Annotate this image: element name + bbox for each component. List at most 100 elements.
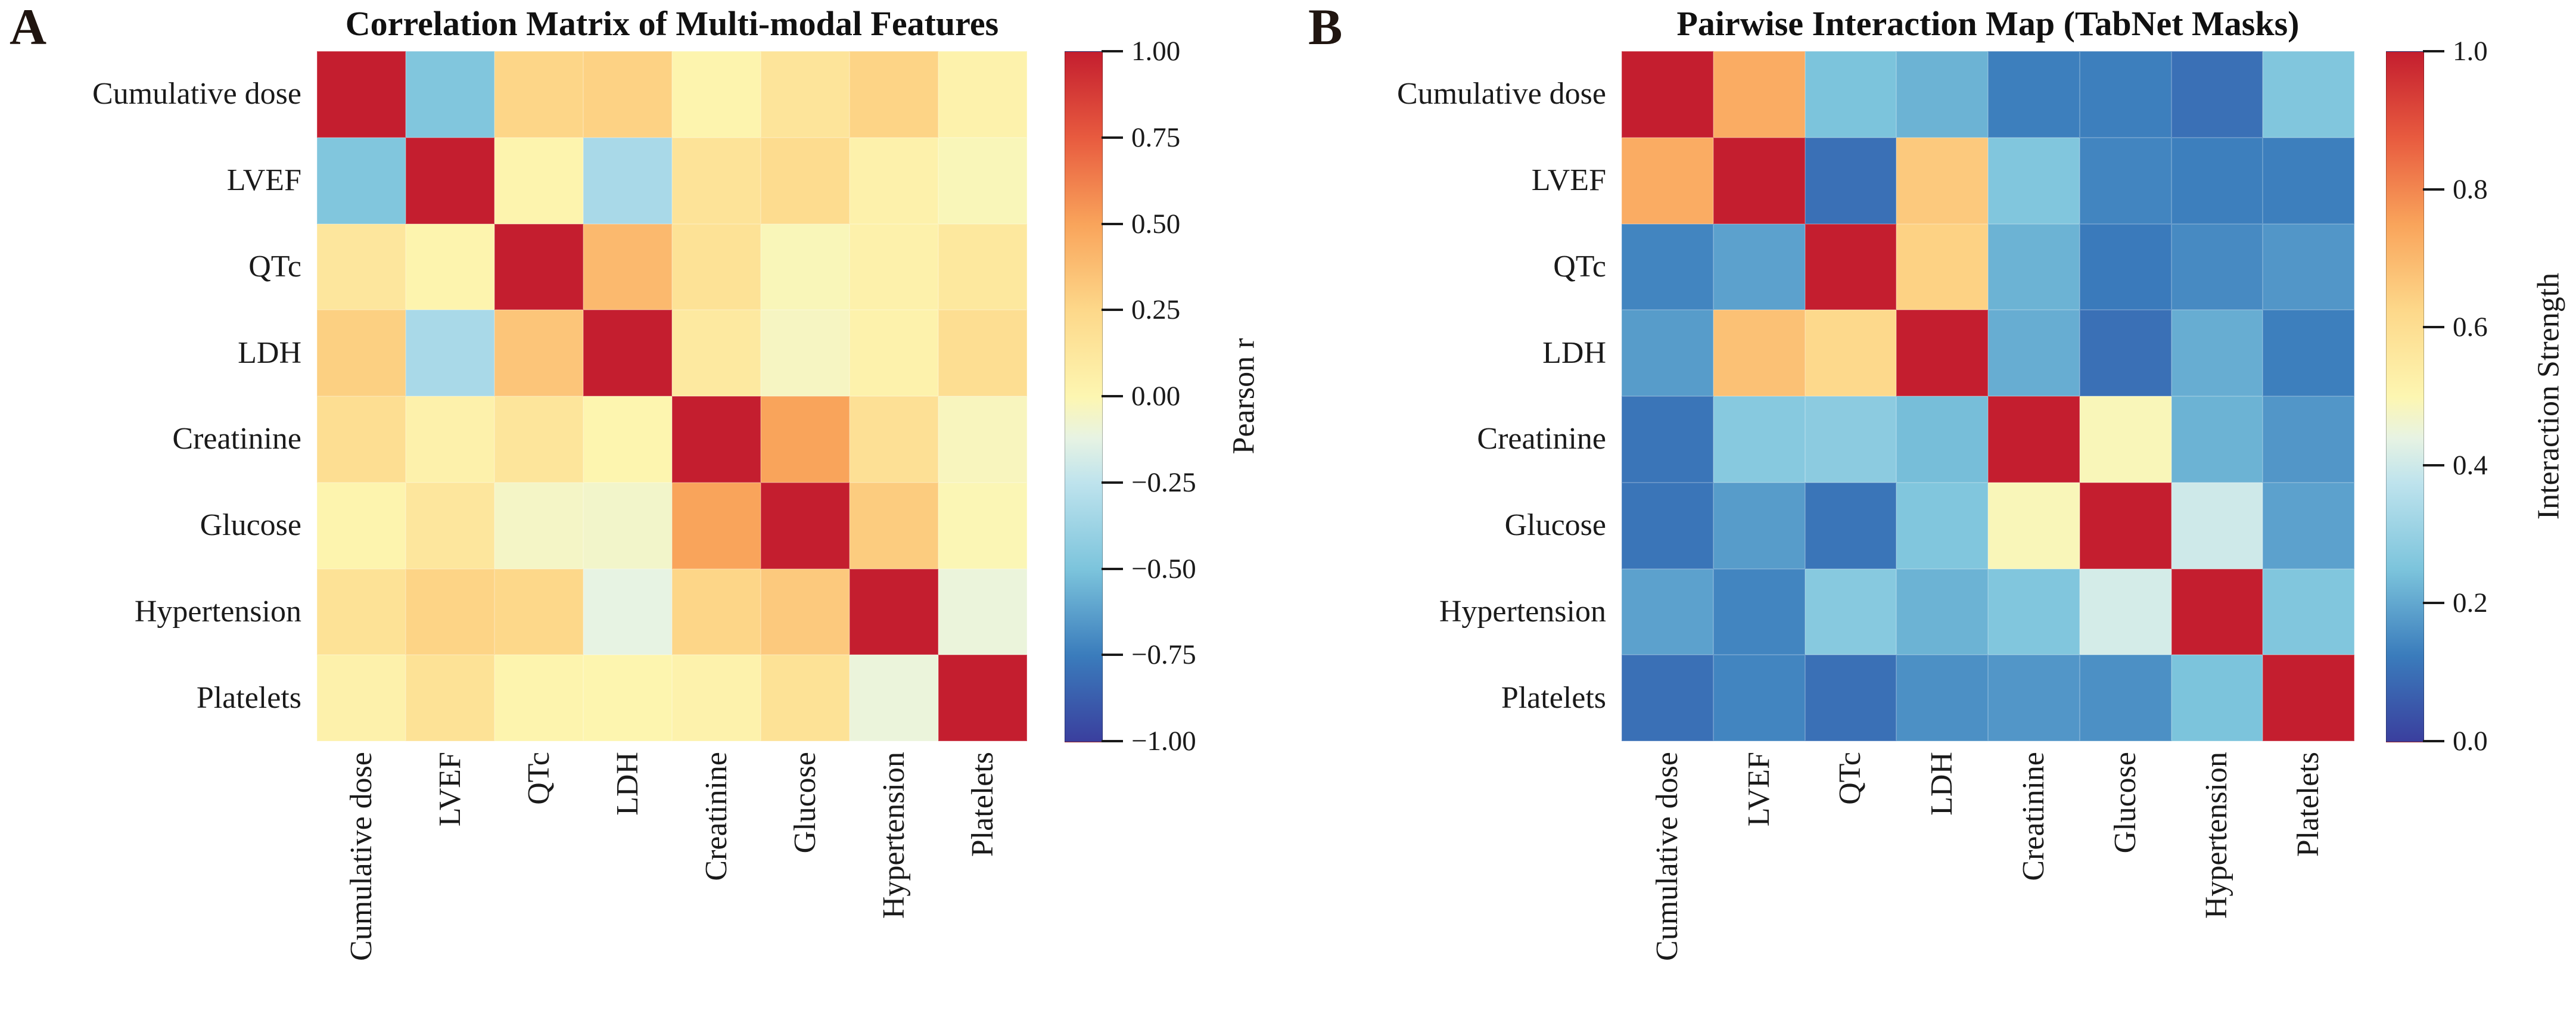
heatmap-cell-Platelets-x-LVEF — [406, 655, 494, 741]
heatmap-cell-Creatinine-x-Creatinine — [672, 396, 761, 483]
heatmap-cell-Platelets-x-Platelets — [2263, 655, 2354, 741]
heatmap-cell-Glucose-x-LDH — [583, 482, 672, 569]
colorbar-tick-mark — [1102, 568, 1123, 570]
y-tick-label: LVEF — [1531, 163, 1606, 197]
heatmap-cell-Glucose-x-QTc — [1805, 482, 1897, 569]
heatmap-cell-Hypertension-x-LDH — [583, 568, 672, 655]
colorbar-tick-mark — [2423, 602, 2444, 604]
heatmap-cell-LVEF-x-Creatinine — [1988, 137, 2080, 224]
colorbar-tick-mark — [2423, 188, 2444, 191]
heatmap-cell-LDH-x-Cumulative dose — [317, 310, 406, 396]
heatmap-cell-Platelets-x-QTc — [1805, 655, 1897, 741]
heatmap-cell-Cumulative dose-x-LVEF — [406, 51, 494, 138]
x-tick-label: Glucose — [788, 752, 822, 854]
heatmap-cell-Hypertension-x-Glucose — [761, 568, 850, 655]
colorbar-tick-mark — [1102, 395, 1123, 397]
heatmap-cell-Cumulative dose-x-QTc — [1805, 51, 1897, 138]
heatmap-cell-LVEF-x-Cumulative dose — [317, 137, 406, 224]
heatmap-cell-Hypertension-x-LVEF — [406, 568, 494, 655]
panel-b-heatmap — [1622, 51, 2354, 741]
heatmap-cell-QTc-x-QTc — [1805, 223, 1897, 310]
x-tick-label: Platelets — [2291, 752, 2325, 857]
heatmap-cell-LDH-x-Glucose — [761, 310, 850, 396]
colorbar-tick-label: −0.25 — [1131, 467, 1196, 498]
heatmap-cell-LVEF-x-QTc — [1805, 137, 1897, 224]
heatmap-cell-Hypertension-x-LDH — [1896, 568, 1988, 655]
x-tick-label: LVEF — [433, 752, 467, 827]
panel-a-heatmap — [317, 51, 1027, 741]
heatmap-cell-Creatinine-x-Platelets — [938, 396, 1027, 483]
y-tick-label: Hypertension — [1439, 595, 1606, 629]
heatmap-cell-LDH-x-Hypertension — [850, 310, 938, 396]
heatmap-cell-Cumulative dose-x-Cumulative dose — [317, 51, 406, 138]
heatmap-cell-Creatinine-x-Hypertension — [850, 396, 938, 483]
y-tick-label: LVEF — [226, 163, 301, 197]
heatmap-cell-Cumulative dose-x-QTc — [494, 51, 583, 138]
heatmap-cell-Hypertension-x-Platelets — [2263, 568, 2354, 655]
heatmap-cell-LVEF-x-Glucose — [761, 137, 850, 224]
heatmap-cell-Platelets-x-Glucose — [761, 655, 850, 741]
heatmap-cell-LVEF-x-QTc — [494, 137, 583, 224]
heatmap-cell-QTc-x-Glucose — [2079, 223, 2171, 310]
heatmap-cell-LVEF-x-Creatinine — [672, 137, 761, 224]
heatmap-cell-Cumulative dose-x-Platelets — [938, 51, 1027, 138]
heatmap-cell-Platelets-x-Creatinine — [672, 655, 761, 741]
y-tick-label: Glucose — [1504, 508, 1606, 542]
heatmap-cell-LDH-x-LVEF — [406, 310, 494, 396]
heatmap-cell-Cumulative dose-x-Cumulative dose — [1622, 51, 1713, 138]
colorbar-tick-label: −0.50 — [1131, 553, 1196, 584]
x-tick-label: LDH — [611, 752, 645, 816]
heatmap-cell-Creatinine-x-Creatinine — [1988, 396, 2080, 483]
heatmap-cell-Glucose-x-Platelets — [938, 482, 1027, 569]
heatmap-cell-Glucose-x-Hypertension — [850, 482, 938, 569]
heatmap-cell-Creatinine-x-LVEF — [406, 396, 494, 483]
heatmap-cell-Hypertension-x-QTc — [494, 568, 583, 655]
heatmap-cell-Creatinine-x-Glucose — [2079, 396, 2171, 483]
heatmap-cell-Creatinine-x-Platelets — [2263, 396, 2354, 483]
heatmap-cell-LVEF-x-LVEF — [1713, 137, 1805, 224]
heatmap-cell-LVEF-x-Platelets — [938, 137, 1027, 224]
heatmap-cell-Hypertension-x-Hypertension — [2171, 568, 2263, 655]
colorbar-tick-label: 0.75 — [1131, 122, 1181, 153]
heatmap-cell-QTc-x-LDH — [583, 223, 672, 310]
y-tick-label: Cumulative dose — [92, 77, 301, 111]
x-tick-label: Glucose — [2108, 752, 2142, 854]
colorbar-tick-label: 0.6 — [2453, 312, 2488, 343]
y-tick-label: Cumulative dose — [1397, 77, 1606, 111]
colorbar-tick-label: −1.00 — [1131, 726, 1196, 757]
colorbar-tick-label: 0.25 — [1131, 294, 1181, 325]
y-tick-label: Creatinine — [1477, 422, 1606, 456]
x-tick-label: Cumulative dose — [344, 752, 378, 961]
heatmap-cell-Cumulative dose-x-Creatinine — [672, 51, 761, 138]
x-tick-label: QTc — [1833, 752, 1867, 805]
heatmap-cell-Hypertension-x-Platelets — [938, 568, 1027, 655]
y-tick-label: QTc — [248, 250, 301, 284]
heatmap-cell-QTc-x-Platelets — [938, 223, 1027, 310]
colorbar-tick-label: 0.00 — [1131, 381, 1181, 412]
heatmap-cell-QTc-x-Hypertension — [2171, 223, 2263, 310]
heatmap-cell-Hypertension-x-Hypertension — [850, 568, 938, 655]
heatmap-cell-Hypertension-x-Glucose — [2079, 568, 2171, 655]
heatmap-cell-QTc-x-Cumulative dose — [317, 223, 406, 310]
heatmap-cell-LVEF-x-LDH — [583, 137, 672, 224]
heatmap-cell-Creatinine-x-QTc — [1805, 396, 1897, 483]
heatmap-cell-Platelets-x-LDH — [583, 655, 672, 741]
y-tick-label: Glucose — [200, 508, 301, 542]
heatmap-cell-QTc-x-Cumulative dose — [1622, 223, 1713, 310]
heatmap-cell-Cumulative dose-x-Glucose — [761, 51, 850, 138]
colorbar-tick-label: 0.0 — [2453, 726, 2488, 757]
heatmap-cell-Platelets-x-Glucose — [2079, 655, 2171, 741]
colorbar-tick-label: 0.2 — [2453, 587, 2488, 618]
heatmap-cell-LDH-x-Glucose — [2079, 310, 2171, 396]
colorbar-tick-mark — [1102, 481, 1123, 484]
heatmap-cell-LDH-x-Platelets — [2263, 310, 2354, 396]
heatmap-cell-Cumulative dose-x-LVEF — [1713, 51, 1805, 138]
panel-a-letter: A — [10, 0, 47, 55]
y-tick-label: QTc — [1553, 250, 1606, 284]
y-tick-label: Platelets — [1501, 681, 1606, 715]
x-tick-label: Cumulative dose — [1650, 752, 1684, 961]
x-tick-label: LDH — [1925, 752, 1959, 816]
colorbar-tick-label: 1.0 — [2453, 36, 2488, 67]
panel-a-colorbar — [1065, 51, 1103, 742]
